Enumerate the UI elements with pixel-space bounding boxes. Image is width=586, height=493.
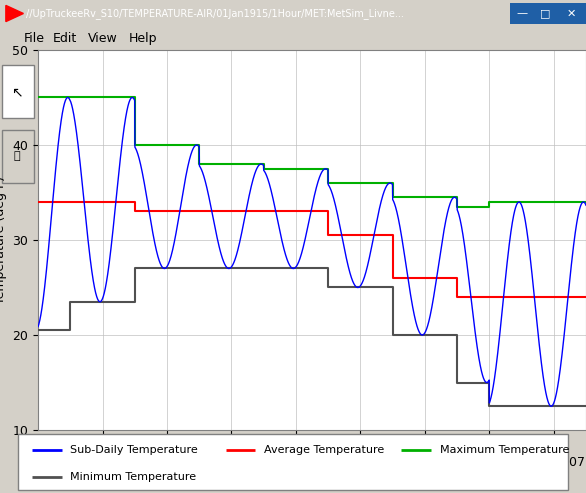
Text: Help: Help: [129, 32, 158, 45]
Text: 🔍: 🔍: [14, 151, 21, 161]
Text: Average Temperature: Average Temperature: [264, 445, 384, 455]
Text: Sub-Daily Temperature: Sub-Daily Temperature: [70, 445, 198, 455]
FancyBboxPatch shape: [533, 2, 557, 24]
Text: ✕: ✕: [567, 8, 576, 19]
X-axis label: Feb2007: Feb2007: [532, 456, 586, 468]
Text: □: □: [540, 8, 550, 19]
FancyBboxPatch shape: [510, 2, 533, 24]
Y-axis label: Temperature (deg F): Temperature (deg F): [0, 176, 7, 304]
Text: ↖: ↖: [11, 85, 23, 99]
Text: Maximum Temperature: Maximum Temperature: [440, 445, 569, 455]
FancyBboxPatch shape: [557, 2, 586, 24]
Text: File: File: [23, 32, 45, 45]
FancyBboxPatch shape: [2, 130, 35, 183]
Polygon shape: [6, 5, 23, 22]
Text: View: View: [88, 32, 118, 45]
Text: Minimum Temperature: Minimum Temperature: [70, 472, 196, 482]
FancyBboxPatch shape: [18, 434, 568, 490]
Text: —: —: [516, 8, 527, 19]
Text: Edit: Edit: [53, 32, 77, 45]
Text: //UpTruckeeRv_S10/TEMPERATURE-AIR/01Jan1915/1Hour/MET:MetSim_Livne...: //UpTruckeeRv_S10/TEMPERATURE-AIR/01Jan1…: [26, 8, 404, 19]
FancyBboxPatch shape: [2, 65, 35, 118]
